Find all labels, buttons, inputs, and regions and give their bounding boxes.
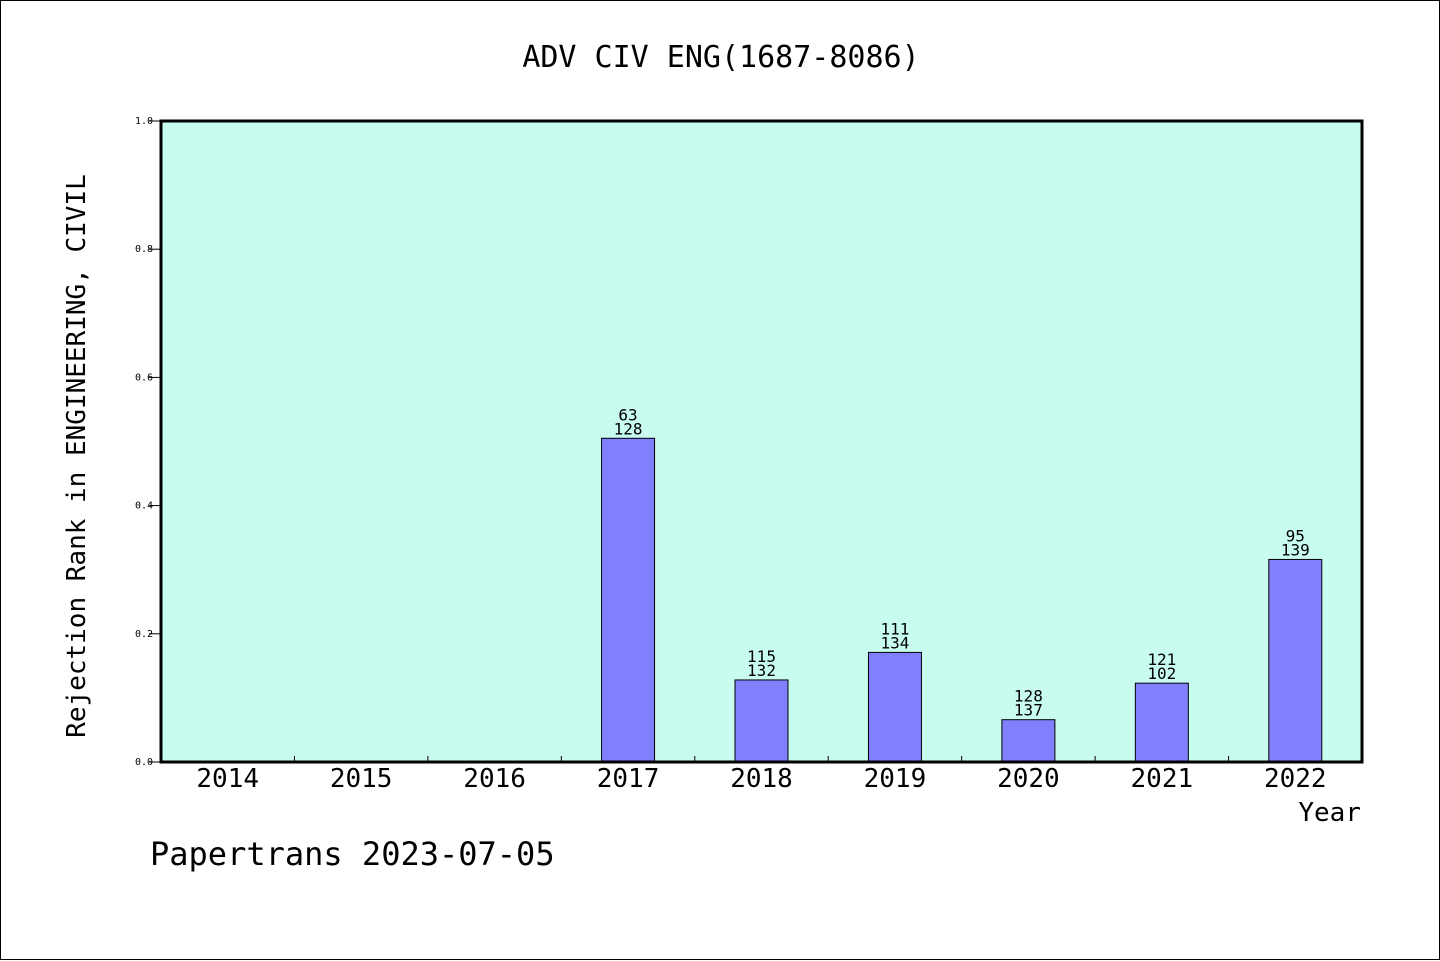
bar-label-top: 111 xyxy=(880,619,909,638)
plot-area xyxy=(161,121,1362,762)
bar xyxy=(734,679,789,763)
bar-label-bottom: 132 xyxy=(747,661,776,680)
y-tick-label: 0.2 xyxy=(135,629,153,640)
x-tick-label: 2017 xyxy=(597,764,660,794)
bar xyxy=(867,651,922,763)
x-tick-label: 2021 xyxy=(1131,764,1194,794)
bar-label-top: 95 xyxy=(1286,526,1305,545)
y-axis-label: Rejection Rank in ENGINEERING, CIVIL xyxy=(62,174,92,738)
bar xyxy=(1268,558,1323,763)
bar-label-bottom: 134 xyxy=(880,633,909,652)
x-axis: 2014 2015 2016 2017 2018 2019 2020 2021 2022 xyxy=(196,764,1326,794)
bar-label-bottom: 139 xyxy=(1281,540,1310,559)
y-tick-label: 0.8 xyxy=(135,244,153,255)
bars xyxy=(601,437,1323,763)
bar-label-bottom: 137 xyxy=(1014,701,1043,720)
x-tick-label: 2014 xyxy=(196,764,259,794)
bar-label-top: 121 xyxy=(1147,650,1176,669)
bar-label-bottom: 102 xyxy=(1147,664,1176,683)
x-axis-label: Year xyxy=(1298,798,1361,828)
footer-credit: Papertrans 2023-07-05 xyxy=(150,835,555,873)
x-tick-label: 2019 xyxy=(864,764,927,794)
x-tick-label: 2018 xyxy=(730,764,793,794)
x-tick-label: 2020 xyxy=(997,764,1060,794)
y-axis: 0.0 0.2 0.4 0.6 0.8 1.0 xyxy=(135,116,161,768)
bar xyxy=(601,437,656,763)
bar-label-bottom: 128 xyxy=(614,419,643,438)
bar-label-top: 115 xyxy=(747,647,776,666)
x-tick-label: 2015 xyxy=(330,764,393,794)
y-tick-label: 1.0 xyxy=(135,116,153,127)
bar-label-top: 63 xyxy=(618,405,637,424)
plot-border xyxy=(159,119,1364,764)
bar xyxy=(1001,719,1056,763)
x-tick-label: 2016 xyxy=(463,764,526,794)
y-tick-label: 0.0 xyxy=(135,757,153,768)
y-tick-label: 0.4 xyxy=(135,501,153,512)
chart-title: ADV CIV ENG(1687-8086) xyxy=(522,40,919,75)
bar-label-top: 128 xyxy=(1014,687,1043,706)
bar xyxy=(1134,682,1189,763)
x-tick-label: 2022 xyxy=(1264,764,1327,794)
y-tick-label: 0.6 xyxy=(135,372,153,383)
